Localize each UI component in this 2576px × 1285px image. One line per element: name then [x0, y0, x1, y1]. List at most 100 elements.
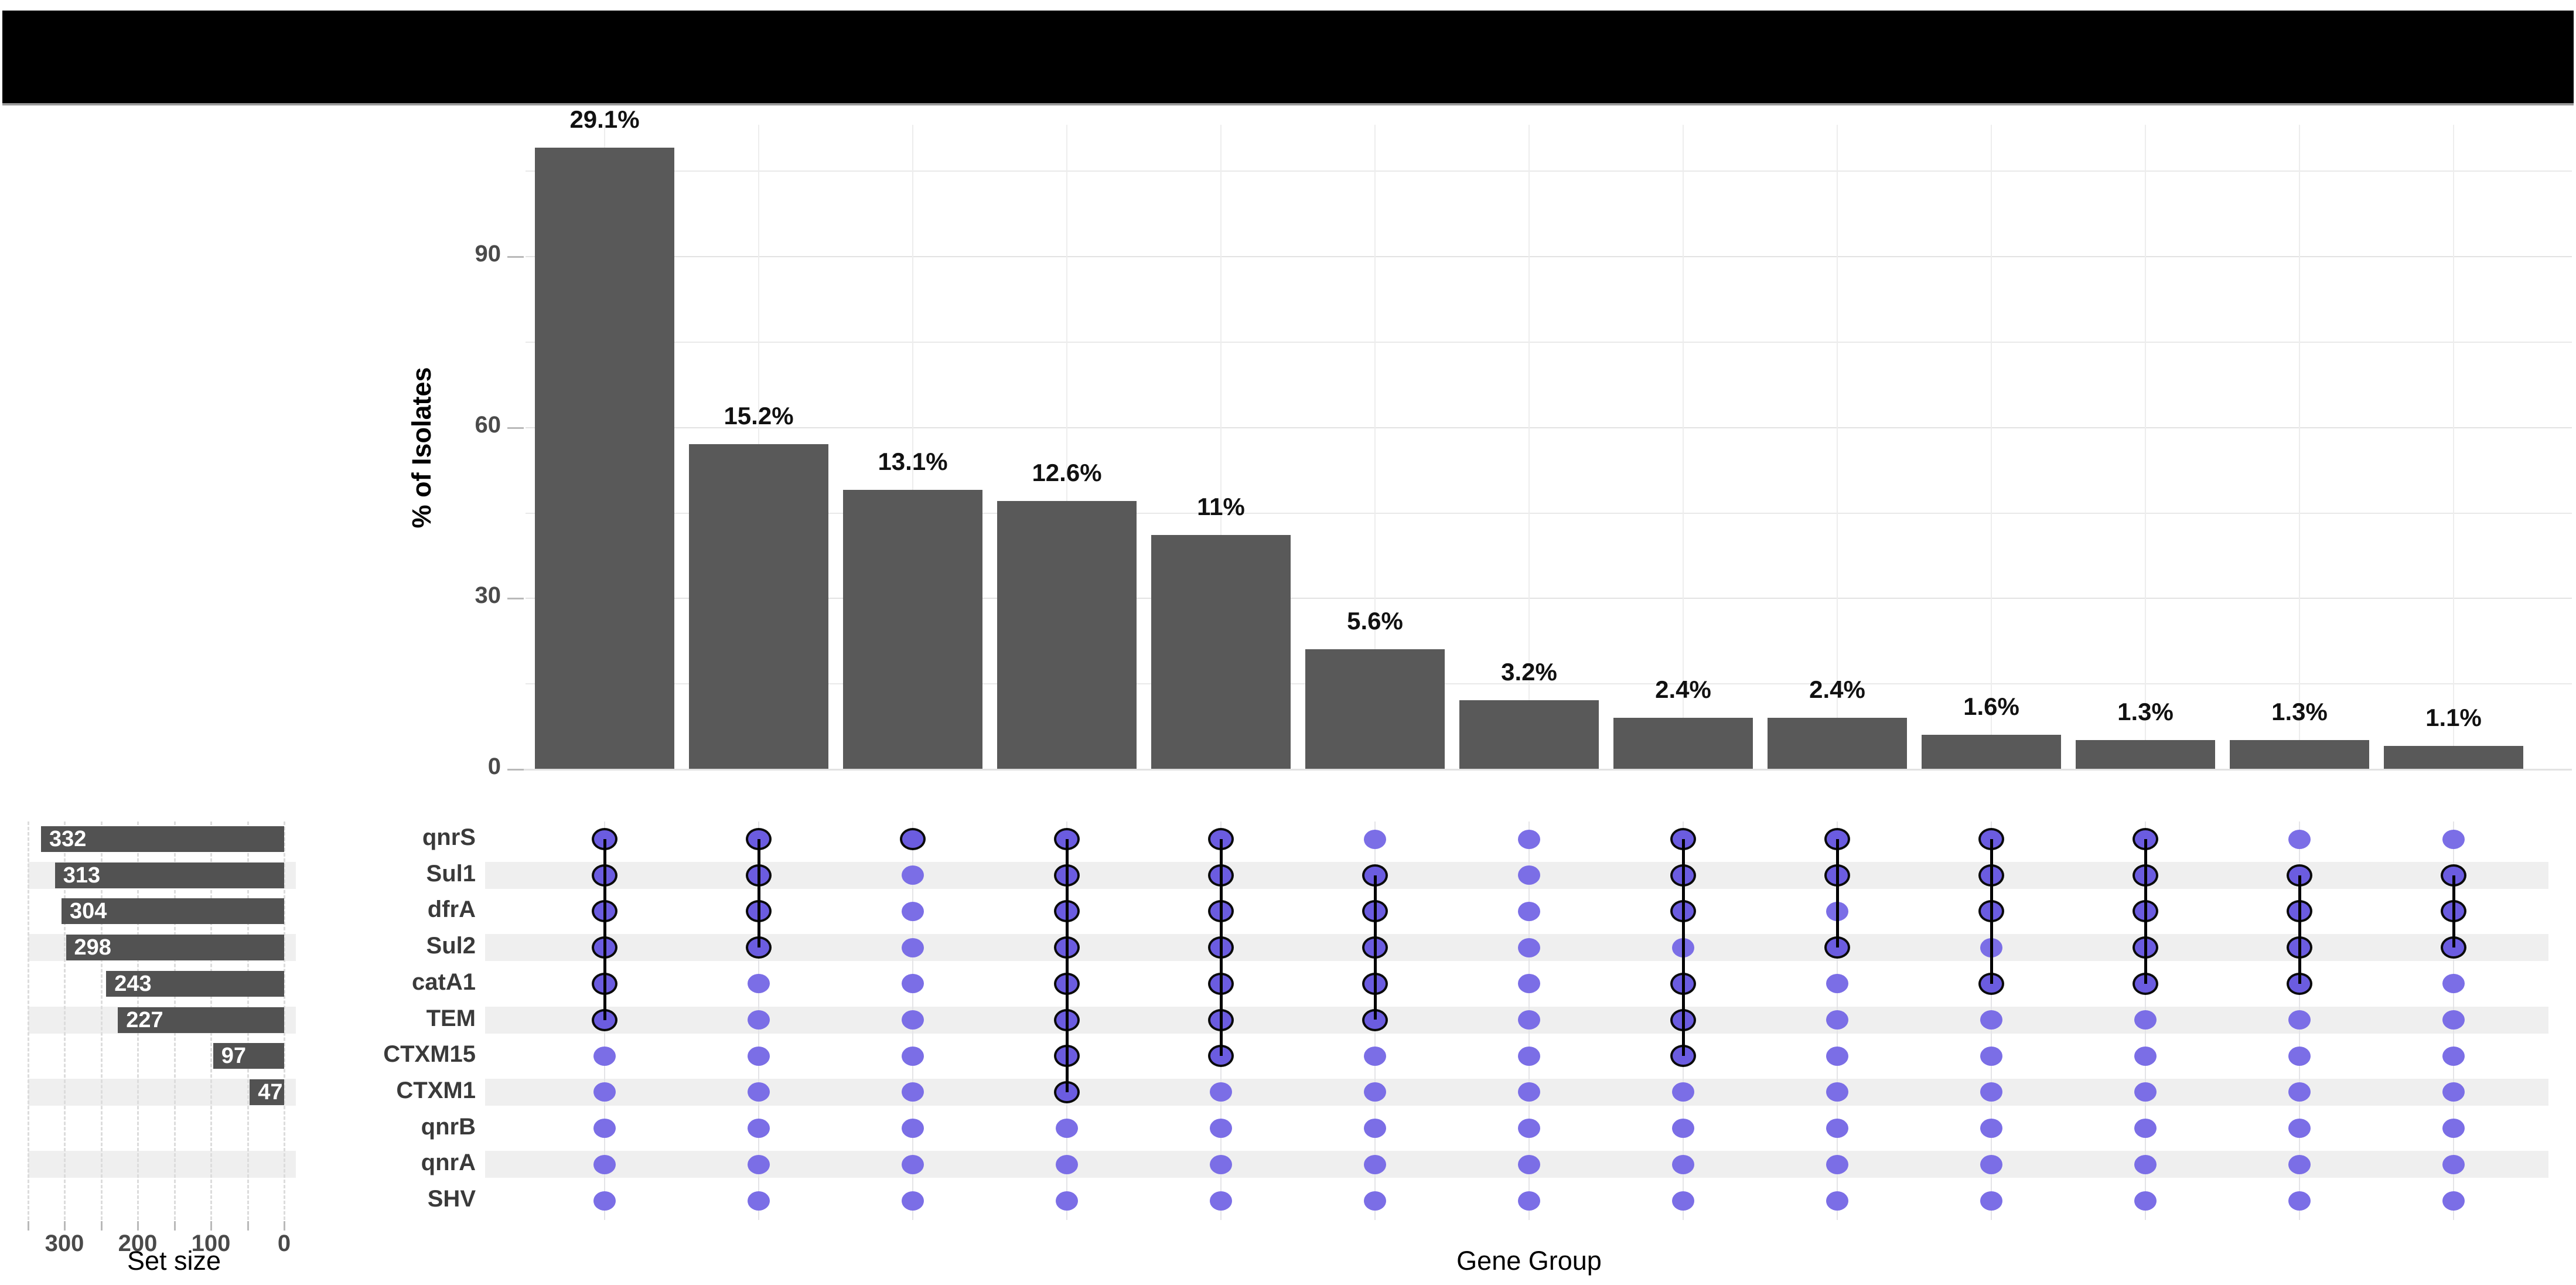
matrix-dot-nonmember: [2442, 1082, 2465, 1102]
column-gridline: [1374, 125, 1376, 769]
matrix-dot-nonmember: [1210, 1154, 1232, 1174]
matrix-dot-nonmember: [1364, 1191, 1386, 1211]
matrix-dot-nonmember: [2442, 1119, 2465, 1139]
matrix-dot-nonmember: [1210, 1082, 1232, 1102]
matrix-dot-nonmember: [748, 1191, 770, 1211]
matrix-dot-nonmember: [1518, 974, 1540, 994]
matrix-dot-nonmember: [2288, 1010, 2311, 1030]
column-gridline: [1220, 125, 1222, 769]
matrix-dot-nonmember: [1056, 1191, 1078, 1211]
set-size-value-label: 313: [63, 863, 101, 888]
intersection-pct-label: 1.1%: [2425, 704, 2482, 732]
matrix-dot-nonmember: [902, 1191, 924, 1211]
intersection-connector-line: [2298, 875, 2301, 984]
intersection-pct-label: 15.2%: [724, 401, 794, 430]
matrix-dot-nonmember: [2288, 1046, 2311, 1066]
matrix-dot-nonmember: [1518, 1191, 1540, 1211]
intersection-connector-line: [1835, 839, 1839, 948]
matrix-dot-nonmember: [1672, 1082, 1694, 1102]
gridline-major: [526, 427, 2572, 428]
x-axis-title: Gene Group: [1456, 1246, 1602, 1276]
matrix-dot-nonmember: [748, 974, 770, 994]
set-size-gridline: [100, 822, 103, 1220]
set-size-bar: [213, 1043, 284, 1069]
matrix-dot-nonmember: [1980, 1119, 2002, 1139]
matrix-dot-nonmember: [2288, 1082, 2311, 1102]
matrix-dot-nonmember: [2442, 974, 2465, 994]
matrix-dot-nonmember: [593, 1154, 616, 1174]
column-gridline: [2453, 125, 2454, 769]
matrix-dot-nonmember: [1826, 1119, 1848, 1139]
matrix-dot-nonmember: [1980, 1082, 2002, 1102]
matrix-dot-nonmember: [1518, 1119, 1540, 1139]
matrix-dot-nonmember: [2288, 1119, 2311, 1139]
column-gridline: [2299, 125, 2300, 769]
matrix-dot-nonmember: [2134, 1010, 2157, 1030]
set-size-value-label: 97: [221, 1044, 247, 1069]
intersection-bar: [1305, 649, 1445, 769]
matrix-dot-nonmember: [1518, 1154, 1540, 1174]
set-size-tick-mark: [27, 1221, 29, 1231]
set-size-bar: [250, 1079, 284, 1105]
column-gridline: [1683, 125, 1684, 769]
set-size-tick-mark: [64, 1221, 66, 1231]
matrix-dot-nonmember: [2288, 1154, 2311, 1174]
y-axis-tick-mark: [507, 427, 524, 429]
matrix-dot-nonmember: [1518, 829, 1540, 849]
matrix-dot-nonmember: [593, 1046, 616, 1066]
matrix-dot-nonmember: [2442, 1046, 2465, 1066]
set-size-tick-mark: [100, 1221, 103, 1231]
matrix-dot-nonmember: [748, 1119, 770, 1139]
set-size-tick-mark: [210, 1221, 212, 1231]
y-axis-tick-mark: [507, 598, 524, 600]
matrix-dot-nonmember: [1518, 938, 1540, 957]
matrix-dot-nonmember: [2442, 1191, 2465, 1211]
matrix-row-stripe: [485, 1006, 2548, 1034]
y-axis-tick-label: 60: [475, 411, 501, 438]
set-size-gridline: [64, 822, 66, 1220]
intersection-connector-line: [1219, 839, 1223, 1056]
column-gridline: [1528, 125, 1530, 769]
matrix-dot-nonmember: [902, 1119, 924, 1139]
gridline-minor: [526, 512, 2572, 514]
matrix-row-stripe: [485, 1078, 2548, 1106]
column-gridline: [1837, 125, 1838, 769]
matrix-dot-nonmember: [1364, 1082, 1386, 1102]
matrix-dot-nonmember: [902, 1046, 924, 1066]
matrix-dot-nonmember: [1518, 1046, 1540, 1066]
matrix-dot-nonmember: [1364, 1046, 1386, 1066]
set-size-tick-label: 100: [191, 1231, 231, 1256]
set-size-value-label: 304: [70, 899, 107, 924]
matrix-dot-nonmember: [2442, 829, 2465, 849]
matrix-dot-nonmember: [1518, 1010, 1540, 1030]
intersection-bar: [1613, 717, 1753, 769]
matrix-dot-nonmember: [1826, 1010, 1848, 1030]
set-size-tick-mark: [173, 1221, 176, 1231]
matrix-dot-nonmember: [1826, 1191, 1848, 1211]
matrix-dot-nonmember: [2288, 829, 2311, 849]
x-baseline: [510, 769, 2572, 771]
matrix-row-stripe: [485, 1151, 2548, 1178]
intersection-bar: [843, 489, 982, 769]
set-size-bar: [118, 1007, 284, 1033]
matrix-dot-nonmember: [748, 1154, 770, 1174]
intersection-pct-label: 2.4%: [1655, 675, 1711, 703]
matrix-dot-nonmember: [902, 1010, 924, 1030]
intersection-bar: [1459, 700, 1599, 769]
matrix-dot-member: [900, 828, 926, 850]
intersection-bar: [1768, 717, 1907, 769]
matrix-row-label: qnrA: [421, 1150, 476, 1176]
matrix-row-label: SHV: [427, 1186, 476, 1212]
matrix-dot-nonmember: [1980, 1154, 2002, 1174]
set-size-tick-label: 0: [277, 1231, 291, 1256]
matrix-dot-nonmember: [593, 1191, 616, 1211]
intersection-bar: [997, 501, 1137, 769]
matrix-row-label: dfrA: [427, 897, 476, 923]
matrix-dot-nonmember: [1518, 865, 1540, 885]
column-gridline: [2145, 125, 2146, 769]
column-gridline: [1991, 125, 1992, 769]
matrix-dot-nonmember: [2134, 1154, 2157, 1174]
matrix-dot-nonmember: [1980, 1191, 2002, 1211]
